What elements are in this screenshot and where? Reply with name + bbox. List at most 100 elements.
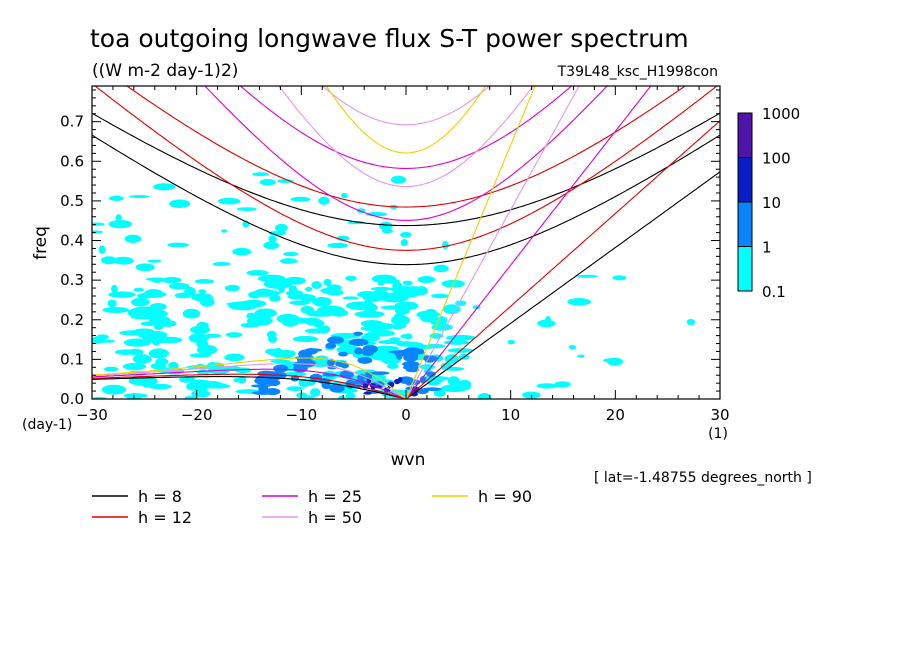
colorbar-label: 0.1 [762,283,786,301]
y-tick-label: 0.7 [60,113,84,131]
colorbar-label: 1000 [762,105,800,123]
legend-label: h = 50 [308,508,362,527]
contour-level-0.1 [357,291,378,299]
contour-level-0.1 [263,241,280,250]
contour-level-0.1 [194,380,224,389]
contour-level-0.1 [240,322,260,328]
contour-level-0.1 [133,287,144,292]
contour-level-0.1 [141,333,165,342]
contour-level-0.1 [447,376,460,386]
y-tick-label: 0.0 [60,390,84,408]
contour-level-1 [407,353,419,359]
contour-level-10 [363,391,372,395]
contour-level-0.1 [287,293,316,300]
contour-level-1 [353,331,363,336]
contour-level-0.1 [394,301,419,311]
contour-level-0.1 [442,240,449,250]
contour-level-0.1 [133,328,154,334]
y-tick-label: 0.5 [60,192,84,210]
legend: h = 8 h = 12 h = 25 h = 50 h = 90 [92,487,532,527]
dispersion-curve-equatorial-rossby-h8 [92,376,407,399]
contour-level-0.1 [111,284,118,294]
contour-level-0.1 [340,192,348,199]
y-tick-label: 0.1 [60,350,84,368]
dispersion-curve-kelvin-h50 [405,86,580,399]
contour-level-0.1 [311,281,322,289]
dispersion-curve-ig-n1-h25 [204,86,608,221]
contour-level-0.1 [280,258,298,264]
contour-level-0.1 [443,304,461,315]
contour-level-0.1 [269,294,281,302]
contour-level-0.1 [417,275,436,284]
contour-level-0.1 [270,359,291,364]
contour-level-0.1 [378,221,393,230]
x-tick-label: −20 [181,406,213,424]
contour-level-0.1 [305,328,324,334]
contour-level-0.1 [141,291,167,298]
contour-level-0.1 [306,311,335,317]
contour-level-0.1 [92,222,105,226]
colorbar-label: 100 [762,150,791,168]
contour-level-1 [402,361,420,368]
dispersion-curve-kelvin-h12 [405,120,720,399]
contour-level-0.1 [327,242,349,249]
contour-level-0.1 [108,219,133,229]
contour-level-1 [426,371,436,377]
contour-level-0.1 [306,378,314,385]
x-axis-label: wvn [391,450,426,470]
contour-level-0.1 [400,231,412,238]
contour-level-0.1 [442,366,465,371]
contour-level-0.1 [430,293,449,299]
contour-level-0.1 [234,367,252,374]
contour-level-0.1 [337,395,346,399]
contour-level-0.1 [360,325,385,332]
legend-label: h = 8 [138,487,182,506]
contour-level-0.1 [254,308,277,318]
contour-level-0.1 [123,338,151,347]
contour-level-0.1 [196,344,218,355]
contour-level-0.1 [140,321,159,326]
contour-level-1 [422,355,438,361]
contour-level-0.1 [345,392,356,399]
contour-level-0.1 [326,289,344,296]
colorbar-swatch [737,246,753,292]
contour-level-0.1 [277,179,294,184]
contour-level-0.1 [263,279,292,289]
contour-level-0.1 [168,282,190,290]
contour-level-0.1 [268,335,277,343]
colorbar-swatch [737,201,753,247]
contour-level-0.1 [371,274,397,284]
contour-level-0.1 [259,179,276,186]
contour-level-0.1 [536,383,558,389]
y-tick-label: 0.4 [60,232,84,250]
contour-level-0.1 [233,377,243,383]
dispersion-curve-equatorial-rossby-h12 [92,373,407,399]
contour-level-10 [397,377,403,383]
contour-level-10 [374,385,382,389]
contour-level-0.1 [198,289,207,294]
contour-level-0.1 [212,261,231,267]
contour-level-0.1 [148,348,170,359]
contour-level-0.1 [360,319,384,328]
legend-label: h = 90 [478,487,532,506]
contour-level-0.1 [221,229,228,233]
y-tick-label: 0.6 [60,152,84,170]
contour-level-0.1 [567,298,592,306]
x-tick-label: 0 [401,406,411,424]
contour-level-0.1 [399,341,423,347]
contour-level-0.1 [554,381,571,388]
contour-level-0.1 [108,291,136,298]
contour-level-0.1 [416,310,440,319]
contour-level-0.1 [287,317,314,324]
contour-level-0.1 [433,389,446,397]
contour-level-0.1 [323,278,332,286]
contour-level-0.1 [370,286,393,291]
contour-level-0.1 [612,275,627,281]
contour-level-0.1 [102,307,130,314]
contour-level-0.1 [390,285,414,293]
contour-level-1 [329,383,345,393]
colorbar: 1000 100 10 1 0.1 [737,105,800,301]
contour-level-0.1 [179,376,196,383]
contour-level-0.1 [191,389,211,398]
